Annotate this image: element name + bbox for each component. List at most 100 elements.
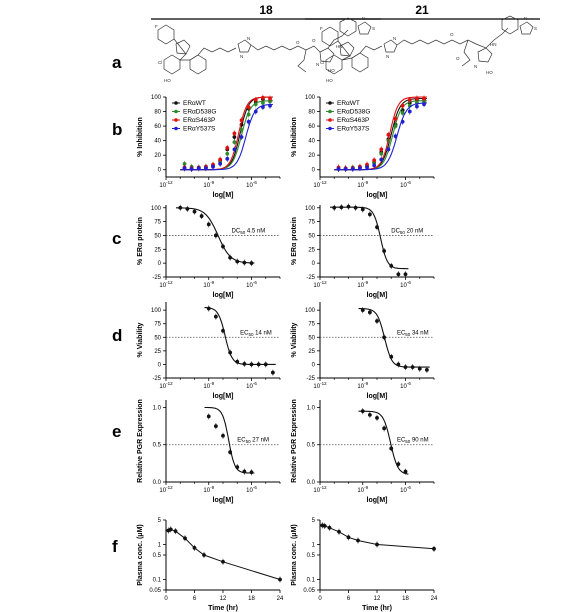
data-point — [228, 450, 233, 455]
data-point — [225, 146, 230, 150]
x-tick-label: 10-9 — [357, 381, 368, 390]
y-tick-label: 100 — [151, 206, 162, 212]
y-tick-label: 0 — [312, 261, 316, 267]
data-point — [403, 469, 408, 474]
x-axis-label: log[M] — [367, 393, 388, 400]
data-point — [239, 127, 244, 132]
data-point — [168, 527, 173, 532]
data-point — [393, 116, 398, 121]
data-point — [213, 314, 218, 319]
y-tick-label: 1.0 — [153, 405, 162, 411]
data-point — [386, 147, 391, 152]
aryl-ring-a — [157, 24, 175, 45]
x-tick-exponent: -9 — [364, 381, 368, 386]
data-point — [239, 118, 244, 123]
atom-label: N — [247, 36, 250, 41]
x-tick-exponent: -9 — [364, 180, 368, 185]
atom-label: F — [320, 26, 323, 31]
x-tick-label: 10-12 — [159, 485, 173, 494]
legend-entry: ERαWT — [183, 100, 206, 107]
x-tick-base: 10 — [357, 183, 364, 189]
y-tick-label: 5 — [158, 518, 162, 524]
data-point — [261, 100, 265, 105]
legend-entry: ERαS463P — [337, 117, 369, 124]
data-point — [346, 535, 351, 540]
data-point — [235, 359, 240, 364]
data-point — [225, 156, 230, 161]
annotation-subscript: 50 — [405, 439, 411, 444]
x-tick-base: 24 — [277, 596, 284, 602]
data-point — [249, 470, 254, 475]
data-point — [389, 354, 394, 359]
y-tick-label: 0.5 — [153, 443, 162, 449]
panel-letter-b: b — [112, 120, 122, 139]
y-tick-label: 0.1 — [307, 577, 316, 583]
annotation-prefix: EC — [237, 438, 246, 444]
x-tick-exponent: -12 — [320, 180, 327, 185]
y-tick-label: 80 — [154, 110, 161, 116]
data-point — [332, 205, 337, 210]
phenol-ring — [163, 54, 181, 75]
x-tick-label: 10-12 — [159, 280, 173, 289]
y-tick-label: 75 — [308, 220, 315, 226]
y-tick-label: 100 — [151, 95, 162, 101]
x-tick-label: 10-9 — [203, 381, 214, 390]
panel-letter-c: c — [112, 229, 121, 248]
x-tick-base: 10 — [246, 283, 253, 289]
data-point — [196, 166, 201, 171]
x-tick-base: 6 — [193, 596, 197, 602]
x-tick-base: 12 — [220, 596, 227, 602]
x-tick-label: 6 — [347, 596, 351, 602]
data-point — [375, 542, 379, 547]
y-axis-label: % Viability — [137, 322, 144, 357]
data-point — [367, 212, 372, 217]
x-tick-base: 6 — [347, 596, 351, 602]
data-point — [192, 209, 197, 214]
panel-letter-d: d — [112, 326, 122, 345]
x-tick-base: 10 — [357, 384, 364, 390]
aryl-ring-c — [501, 15, 519, 35]
y-tick-label: 25 — [308, 349, 315, 355]
data-point — [422, 96, 426, 101]
y-tick-label: 0 — [312, 362, 316, 368]
data-point — [372, 163, 377, 168]
data-point — [270, 370, 275, 375]
data-point — [336, 167, 341, 171]
x-tick-base: 10 — [203, 283, 210, 289]
y-tick-label: 0 — [158, 362, 162, 368]
legend-marker — [174, 118, 178, 122]
atom-label: O — [450, 32, 454, 37]
x-tick-label: 24 — [431, 596, 438, 602]
x-tick-base: 24 — [431, 596, 438, 602]
x-tick-label: 6 — [193, 596, 197, 602]
potency-annotation: DC50 20 nM — [391, 228, 423, 235]
x-tick-label: 12 — [220, 596, 227, 602]
x-axis-label: Time (hr) — [362, 605, 392, 612]
y-tick-label: 5 — [312, 518, 316, 524]
data-point — [396, 272, 401, 277]
y-tick-label: 40 — [154, 139, 161, 145]
annotation-value: 20 nM — [405, 228, 423, 234]
data-point — [424, 367, 429, 372]
x-tick-label: 0 — [318, 596, 322, 602]
y-tick-label: 0 — [158, 168, 162, 174]
x-tick-exponent: -12 — [320, 381, 327, 386]
chemical-structure-18: F HO Cl N N HN O N O HO S N — [155, 16, 375, 83]
data-point — [225, 151, 230, 156]
data-point — [375, 225, 379, 230]
x-tick-base: 10 — [159, 283, 166, 289]
data-point — [242, 260, 247, 265]
legend-entry: ERαD538G — [337, 109, 370, 116]
data-point — [360, 207, 365, 212]
x-axis-label: log[M] — [213, 497, 234, 504]
annotation-prefix: DC — [232, 228, 241, 234]
chart-panel-f-18: 0 6 12 18 24 0.05 0.1 0.5 1 5 Time (hr) Plasma conc… — [137, 518, 284, 612]
x-tick-exponent: -6 — [407, 485, 411, 490]
legend-marker — [328, 101, 332, 105]
peg-linker — [396, 39, 477, 46]
potency-annotation: EC50 90 nM — [397, 438, 429, 445]
y-tick-label: 0 — [158, 261, 162, 267]
